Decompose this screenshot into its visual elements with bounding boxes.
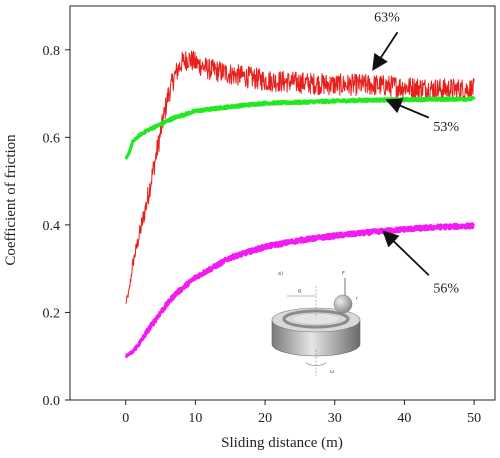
inset-label-a: a) [278, 271, 283, 277]
annotation-label: 53% [433, 120, 459, 135]
inset-label-r-ball: r [356, 296, 359, 302]
inset-tribometer-diagram: a) R F r ω [268, 262, 378, 378]
x-tick-label: 20 [258, 411, 272, 426]
y-tick-label: 0.0 [43, 394, 61, 409]
inset-label-omega: ω [330, 369, 334, 375]
x-tick-label: 50 [467, 411, 481, 426]
inset-label-r-radius: R [298, 289, 302, 295]
annotation-arrow [382, 230, 430, 276]
x-tick-label: 10 [188, 411, 202, 426]
y-tick-label: 0.2 [43, 306, 61, 321]
ball-icon [333, 294, 353, 314]
x-tick-label: 40 [397, 411, 411, 426]
annotation-label: 63% [374, 10, 400, 25]
disc-center [291, 313, 341, 325]
rotation-arrow-icon [305, 361, 327, 366]
annotation-layer: 63% 53% 56% [372, 10, 459, 297]
y-tick-label: 0.8 [43, 44, 61, 59]
annotation-arrow [385, 98, 430, 119]
series-layer [124, 50, 476, 358]
series-line-63pct [125, 50, 475, 304]
x-tick-label: 0 [122, 411, 129, 426]
ticks-layer: 0 10 20 30 40 50 0.0 0.2 0.4 0.6 0.8 [43, 44, 482, 426]
x-tick-label: 30 [328, 411, 342, 426]
x-axis-title: Sliding distance (m) [221, 435, 343, 451]
annotation-label: 56% [433, 282, 459, 297]
y-tick-label: 0.6 [43, 131, 61, 146]
y-tick-label: 0.4 [43, 219, 61, 234]
series-line-53pct [124, 95, 476, 161]
series-line-56pct [124, 222, 476, 358]
y-axis-title: Coefficient of friction [3, 134, 19, 266]
plot-frame [69, 5, 496, 401]
inset-label-f: F [342, 271, 345, 277]
annotation-arrow [372, 31, 399, 71]
